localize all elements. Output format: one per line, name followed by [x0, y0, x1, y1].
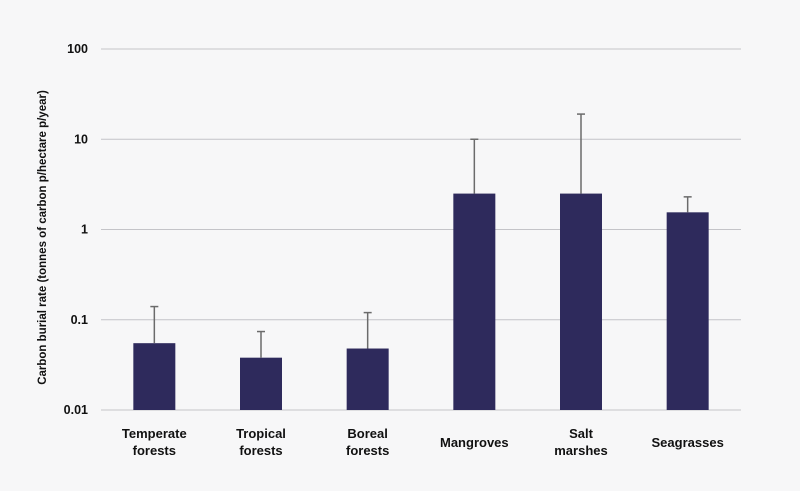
error-bar — [257, 330, 265, 358]
error-bar — [470, 138, 479, 194]
error-bar — [363, 311, 372, 349]
y-tick-label: 100 — [67, 42, 88, 56]
y-tick-label: 1 — [81, 223, 88, 237]
category-label: Temperate forests — [122, 426, 187, 458]
bar — [666, 212, 709, 410]
y-axis-title: Carbon burial rate (tonnes of carbon p/h… — [37, 90, 49, 385]
bars — [133, 193, 709, 410]
error-bar — [683, 196, 692, 213]
error-bars — [150, 113, 692, 358]
bar — [560, 193, 602, 410]
y-tick-labels: 100 10 1 0.1 0.01 — [64, 42, 88, 417]
bar — [346, 348, 389, 410]
error-bar — [577, 113, 585, 194]
gridlines — [101, 48, 741, 411]
y-tick-label: 10 — [74, 132, 88, 146]
y-tick-label: 0.01 — [64, 403, 88, 417]
category-label: Tropical forests — [236, 426, 286, 458]
category-label: Salt marshes — [554, 426, 607, 458]
category-label: Mangroves — [440, 435, 509, 450]
bar — [133, 343, 176, 410]
bar — [240, 357, 282, 410]
category-labels: Temperate forests Tropical forests Boreal for… — [122, 426, 724, 458]
category-label: Seagrasses — [652, 435, 724, 450]
y-tick-label: 0.1 — [71, 313, 88, 327]
category-label: Boreal forests — [346, 426, 389, 458]
error-bar — [150, 305, 159, 344]
bar — [453, 193, 496, 410]
